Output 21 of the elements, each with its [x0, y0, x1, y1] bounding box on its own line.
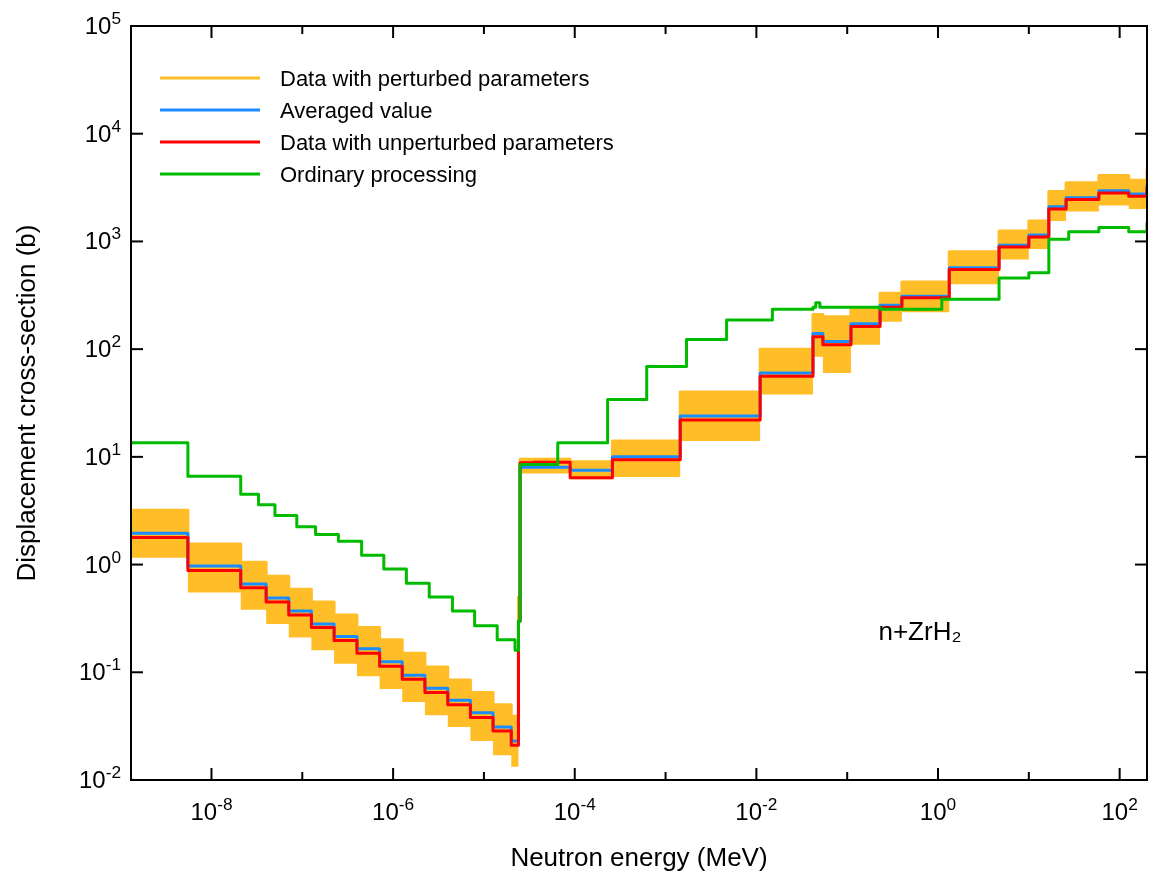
y-tick-label: 10$^{-1}$ — [78, 654, 121, 686]
x-tick-label: 10$^{-4}$ — [553, 794, 597, 825]
legend-label: Data with perturbed parameters — [280, 66, 590, 91]
y-tick-label: 10$^{3}$ — [84, 223, 121, 255]
x-tick-label: 10$^{0}$ — [919, 794, 957, 825]
y-tick-label: 10$^{5}$ — [84, 8, 121, 39]
x-tick-label: 10$^{2}$ — [1101, 794, 1138, 825]
y-tick-label: 10$^{-2}$ — [78, 762, 121, 793]
legend-label: Ordinary processing — [280, 162, 477, 187]
y-tick-label: 10$^{4}$ — [84, 115, 122, 147]
y-tick-label: 10$^{1}$ — [84, 438, 121, 470]
x-tick-label: 10$^{-2}$ — [735, 794, 778, 825]
y-tick-label: 10$^{0}$ — [84, 546, 121, 578]
legend-label: Data with unperturbed parameters — [280, 130, 614, 155]
x-tick-label: 10$^{-6}$ — [372, 794, 415, 825]
y-tick-label: 10$^{2}$ — [84, 331, 121, 363]
annotation: n+ZrH₂ — [878, 616, 962, 646]
x-tick-label: 10$^{-8}$ — [190, 794, 233, 825]
y-axis-title: Displacement cross-section (b) — [11, 224, 41, 582]
x-axis-title: Neutron energy (MeV) — [510, 842, 768, 872]
legend-label: Averaged value — [280, 98, 433, 123]
